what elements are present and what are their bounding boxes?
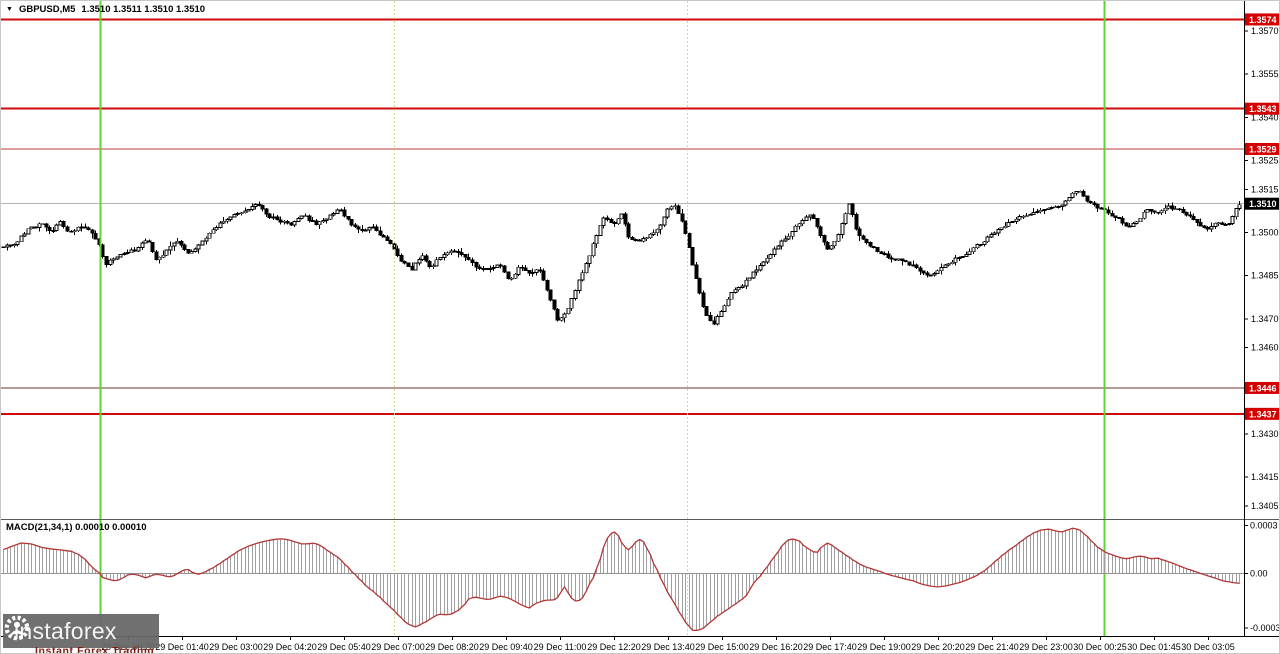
price-tick-label: 1.3570 — [1251, 26, 1279, 36]
watermark-subtitle: Instant Forex Trading — [35, 645, 155, 654]
time-tick-label: 29 Dec 11:00 — [534, 642, 587, 652]
time-tick-label: 29 Dec 03:00 — [209, 642, 263, 652]
macd-tick-label: 0.00 — [1250, 569, 1268, 579]
time-tick-label: 29 Dec 05:40 — [317, 642, 371, 652]
time-tick-label: 29 Dec 16:20 — [749, 642, 803, 652]
price-axis: 1.3570 1.3555 1.3540 1.3525 1.3515 1.3500 1.34… — [1244, 26, 1279, 511]
time-tick-label: 29 Dec 04:20 — [263, 642, 317, 652]
price-tick-label: 1.3470 — [1251, 314, 1279, 324]
time-tick-label: 29 Dec 07:00 — [371, 642, 425, 652]
time-tick-label: 29 Dec 13:40 — [641, 642, 695, 652]
price-tick-label: 1.3485 — [1251, 271, 1279, 281]
level-price-badge: 1.3437 — [1245, 407, 1279, 420]
price-tick-label: 1.3525 — [1251, 156, 1279, 166]
watermark-brand-text: instaforex — [14, 617, 117, 644]
symbol-timeframe-label: GBPUSD,M5 — [18, 4, 76, 15]
price-tick-label: 1.3540 — [1251, 112, 1279, 122]
svg-text:1.3574: 1.3574 — [1249, 15, 1277, 25]
vertical-marker-lines — [99, 1, 1106, 636]
svg-text:1.3437: 1.3437 — [1249, 409, 1277, 419]
level-price-badge: 1.3543 — [1245, 102, 1279, 115]
candlestick-series — [1, 189, 1242, 326]
time-tick-label: 29 Dec 23:00 — [1019, 642, 1073, 652]
time-tick-label: 29 Dec 19:00 — [857, 642, 911, 652]
price-tick-label: 1.3430 — [1251, 429, 1279, 439]
instaforex-watermark: instaforex — [3, 614, 159, 648]
time-tick-label: 29 Dec 01:40 — [155, 642, 209, 652]
time-tick-label: 29 Dec 21:40 — [965, 642, 1019, 652]
current-bid-badge: 1.3510 — [1245, 197, 1279, 210]
time-tick-label: 29 Dec 09:40 — [479, 642, 533, 652]
time-tick-label: 30 Dec 01:45 — [1127, 642, 1181, 652]
macd-tick-label: 0.0003 — [1250, 521, 1278, 531]
price-tick-label: 1.3405 — [1251, 501, 1279, 511]
time-tick-label: 29 Dec 17:40 — [803, 642, 857, 652]
svg-text:1.3543: 1.3543 — [1249, 104, 1277, 114]
level-price-badge: 1.3529 — [1245, 143, 1279, 156]
level-price-badge: 1.3446 — [1245, 381, 1279, 394]
macd-tick-label: -0.00034 — [1250, 623, 1280, 633]
time-tick-label: 29 Dec 15:00 — [695, 642, 749, 652]
ohlc-quote-label: 1.3510 1.3511 1.3510 1.3510 — [81, 4, 206, 15]
time-tick-label: 30 Dec 00:25 — [1073, 642, 1127, 652]
price-tick-label: 1.3555 — [1251, 69, 1279, 79]
macd-signal-line — [3, 527, 1240, 632]
svg-text:1.3529: 1.3529 — [1249, 145, 1277, 155]
chart-header: ▼ GBPUSD,M5 1.3510 1.3511 1.3510 1.3510 — [6, 4, 205, 15]
svg-text:1.3446: 1.3446 — [1249, 383, 1277, 393]
time-tick-label: 29 Dec 08:20 — [425, 642, 479, 652]
macd-axis: 0.0003 0.00 -0.00034 — [1244, 521, 1280, 633]
time-tick-label: 29 Dec 12:20 — [587, 642, 641, 652]
price-tick-label: 1.3460 — [1251, 343, 1279, 353]
price-tick-label: 1.3415 — [1251, 472, 1279, 482]
horizontal-level-lines — [1, 18, 1244, 415]
time-tick-label: 30 Dec 03:05 — [1181, 642, 1235, 652]
level-price-badge: 1.3574 — [1245, 13, 1279, 26]
time-tick-label: 29 Dec 20:20 — [911, 642, 965, 652]
price-tick-label: 1.3500 — [1251, 227, 1279, 237]
macd-indicator — [1, 527, 1244, 632]
svg-text:1.3510: 1.3510 — [1249, 199, 1277, 209]
macd-indicator-label: MACD(21,34,1) 0.00010 0.00010 — [6, 522, 147, 533]
instaforex-gear-icon — [4, 615, 30, 641]
price-tick-label: 1.3515 — [1251, 184, 1279, 194]
chevron-down-icon[interactable]: ▼ — [6, 6, 13, 13]
